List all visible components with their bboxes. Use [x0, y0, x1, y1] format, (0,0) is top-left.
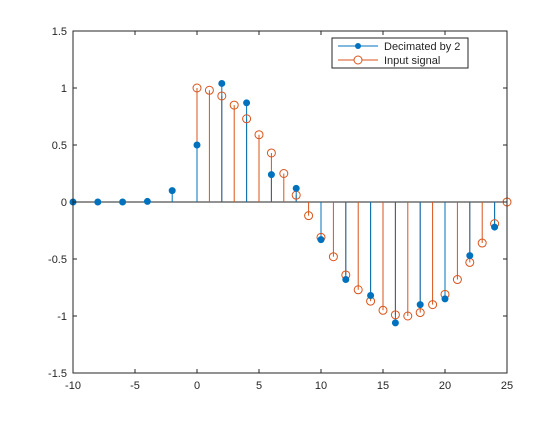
x-tick-label: 25	[501, 380, 513, 392]
x-tick-label: 0	[194, 380, 200, 392]
decimated-by-2-point	[416, 301, 424, 309]
decimated-by-2-point	[466, 252, 474, 260]
input-signal-point	[304, 211, 314, 221]
input-signal-point	[415, 308, 425, 318]
decimated-by-2-point	[168, 187, 176, 195]
y-tick-label: -1.5	[48, 368, 67, 380]
decimated-by-2-point	[317, 236, 325, 244]
decimated-by-2-point	[292, 184, 300, 192]
input-signal-point	[192, 83, 202, 93]
x-tick-label: 5	[256, 380, 262, 392]
input-signal-point	[428, 300, 438, 310]
x-tick-label: 15	[377, 380, 389, 392]
decimated-by-2-point	[441, 295, 449, 303]
x-tick-label: -5	[130, 380, 140, 392]
decimated-by-2-point	[193, 141, 201, 149]
input-signal-point	[204, 85, 214, 95]
markers-layer	[69, 79, 512, 327]
decimated-by-2-point	[94, 198, 102, 206]
input-signal-point	[353, 285, 363, 295]
input-signal-point	[279, 169, 289, 178]
decimated-by-2-point	[119, 198, 127, 206]
input-signal-point	[378, 305, 388, 315]
y-tick-label: 0	[61, 197, 67, 209]
decimated-by-2-point	[342, 276, 350, 284]
axes-layer	[72, 30, 508, 374]
input-signal-point	[229, 100, 239, 110]
x-tick-label: 20	[439, 380, 451, 392]
input-signal-point	[452, 275, 462, 285]
decimated-by-2-point	[218, 79, 226, 87]
y-tick-label: -1	[57, 311, 67, 323]
tick-labels-layer: -10 -5 0 5 10 15 20 25 1.5 1 0.5 0 -0.5 -1 -1.5	[48, 26, 513, 392]
decimated-by-2-point	[267, 171, 275, 179]
input-signal-point	[390, 310, 400, 320]
x-tick-label: -10	[65, 380, 81, 392]
y-tick-label: 1	[61, 83, 67, 95]
input-signal-point	[403, 311, 413, 321]
input-signal-point	[242, 114, 252, 124]
legend: Decimated by 2 Input signal	[331, 37, 469, 69]
input-signal-point	[266, 148, 276, 158]
input-signal-point	[254, 130, 264, 140]
decimated-by-2-point	[491, 223, 499, 231]
input-signal-point	[328, 252, 338, 262]
decimated-by-2-point	[391, 319, 399, 327]
input-signal-point	[217, 91, 227, 101]
input-signal-legend-marker	[353, 55, 363, 65]
legend-label: Input signal	[384, 55, 440, 67]
y-tick-label: 1.5	[52, 26, 67, 38]
y-tick-label: -0.5	[48, 254, 67, 266]
stems-layer	[73, 83, 507, 323]
legend-label: Decimated by 2	[384, 41, 460, 53]
decimated-by-2-point	[367, 291, 375, 299]
decimated-by-2-legend-marker	[355, 43, 361, 49]
y-tick-label: 0.5	[52, 140, 67, 152]
input-signal-point	[477, 238, 487, 248]
x-tick-label: 10	[315, 380, 327, 392]
decimated-by-2-point	[143, 197, 151, 205]
decimated-by-2-point	[243, 99, 251, 107]
